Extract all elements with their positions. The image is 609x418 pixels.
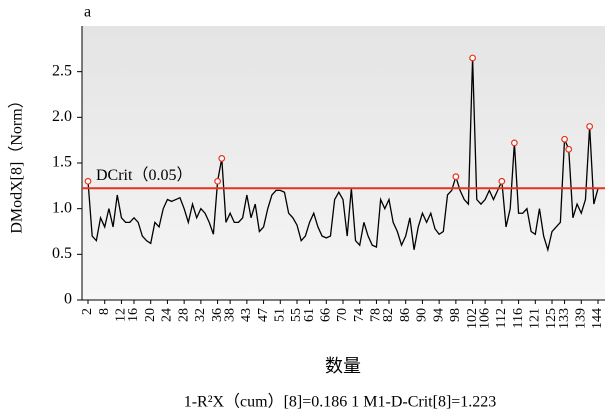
x-tick-label: 98 [448,308,463,322]
x-tick-label: 55 [289,308,304,322]
plot-area [82,26,605,300]
y-tick-label: 2.5 [52,62,72,79]
outlier-marker [561,135,568,143]
y-axis-label: DModX[8]（Norm） [8,92,26,233]
y-tick-label: 0.5 [52,245,72,262]
x-tick-label: 16 [126,308,141,322]
x-tick-label: 12 [114,308,129,322]
x-tick-label: 28 [176,308,191,322]
x-tick-label: 82 [381,308,396,322]
outlier-marker [214,177,221,185]
outlier-marker [498,177,506,185]
x-tick-label: 102 [465,308,480,329]
outlier-marker [586,123,594,130]
outlier-marker [218,155,226,162]
x-tick-label: 116 [511,308,526,328]
x-tick-label: 51 [273,308,288,322]
x-tick-label: 133 [557,308,572,329]
x-tick-label: 112 [494,308,509,328]
x-tick-label: 66 [318,308,333,322]
y-tick-label: 0 [64,291,72,308]
x-tick-label: 36 [210,308,225,322]
x-tick-label: 24 [160,308,175,322]
x-tick-label: 32 [193,308,208,322]
x-tick-label: 121 [528,308,543,329]
outlier-marker [565,145,573,153]
x-tick-label: 20 [143,308,158,322]
x-tick-label: 2 [80,308,95,315]
x-tick-label: 86 [398,308,413,322]
y-tick-label: 1.0 [52,199,72,216]
y-tick-label: 1.5 [52,154,72,171]
x-tick-label: 94 [431,308,446,322]
outlier-marker [510,139,518,147]
x-tick-label: 74 [352,308,367,322]
x-axis-label: 数量 [325,356,361,376]
x-tick-label: 43 [239,308,254,322]
x-tick-label: 61 [302,308,317,322]
x-tick-label: 78 [369,308,384,322]
y-tick-label: 2.0 [52,108,72,125]
data-line [87,57,599,253]
x-tick-label: 8 [97,308,112,315]
x-tick-label: 70 [335,308,350,322]
x-tick-label: 47 [256,308,271,322]
outlier-marker [84,177,92,185]
x-tick-label: 38 [222,308,237,322]
x-tick-label: 144 [590,308,605,329]
panel-label: a [84,4,91,21]
x-tick-label: 106 [477,308,492,329]
footnote: 1-R²X（cum）[8]=0.186 1 M1-D-Crit[8]=1.223 [184,393,497,411]
outlier-marker [452,173,460,181]
x-tick-label: 90 [415,308,430,322]
dcrit-label: DCrit（0.05） [96,166,192,184]
outlier-marker [469,54,476,62]
x-tick-label: 139 [573,308,588,329]
x-tick-label: 125 [544,308,559,329]
